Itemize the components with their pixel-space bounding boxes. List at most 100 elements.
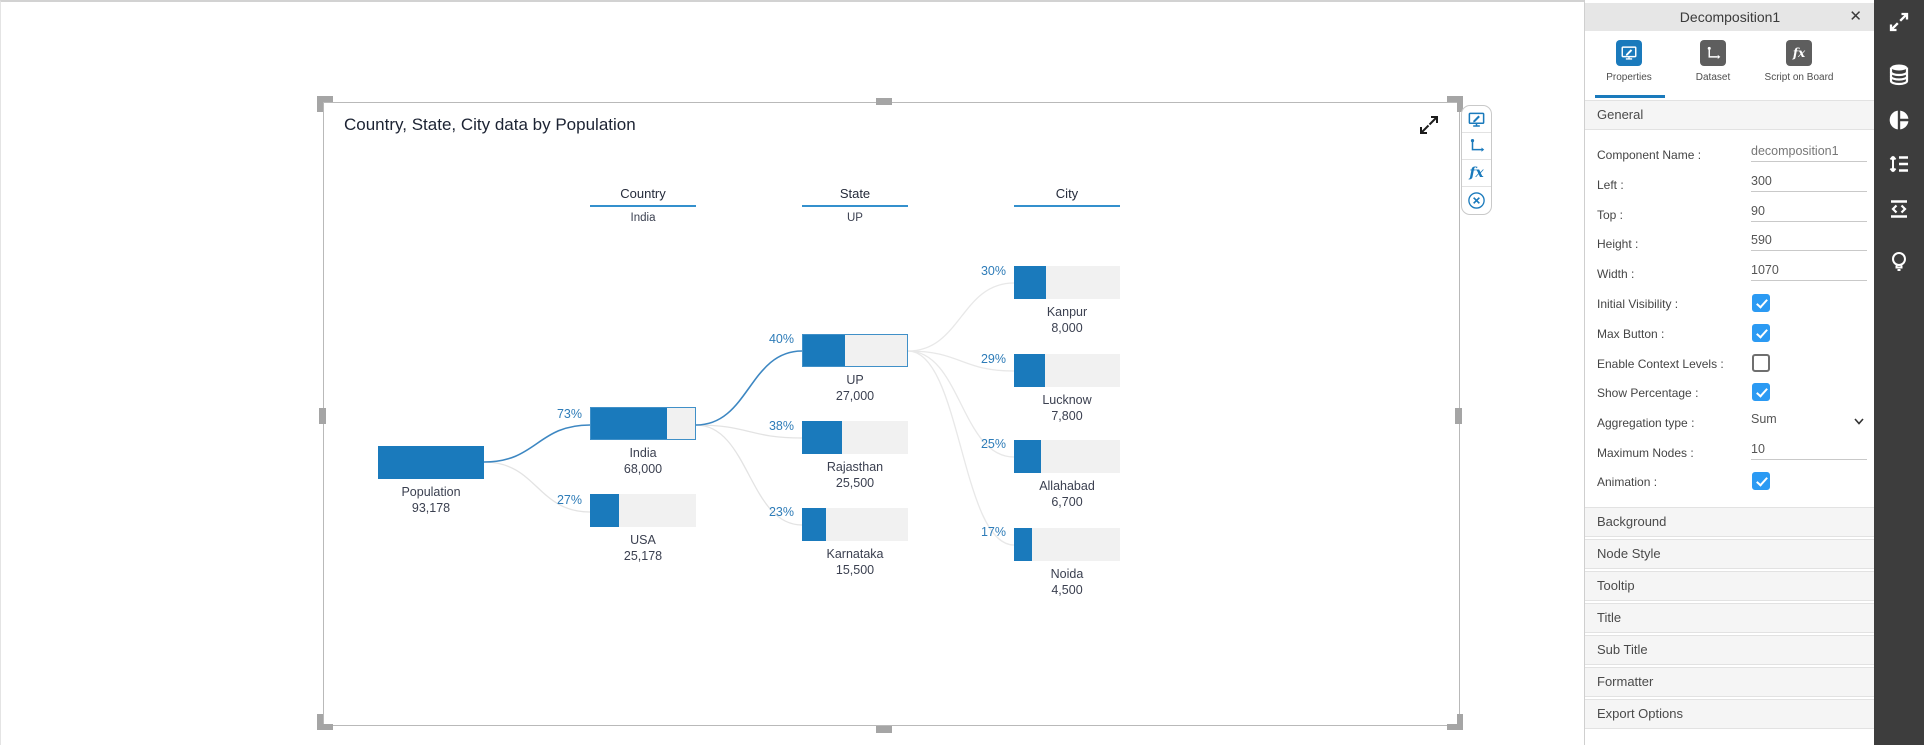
node-value: 8,000 <box>1051 321 1083 335</box>
pct-label-allahabad: 25% <box>980 437 1006 451</box>
resize-handle-right[interactable] <box>1455 408 1462 424</box>
node-value: 27,000 <box>835 389 875 403</box>
animation-checkbox[interactable] <box>1752 472 1770 490</box>
remove-component-icon[interactable] <box>1462 187 1491 214</box>
section-background[interactable]: Background <box>1585 507 1875 537</box>
tree-node-noida[interactable]: Noida 4,500 <box>1014 528 1120 598</box>
node-bar[interactable] <box>378 446 484 479</box>
resize-handle-bottom-right[interactable] <box>1447 714 1463 730</box>
node-name: Lucknow <box>1042 393 1092 407</box>
tree-node-karnataka[interactable]: Karnataka 15,500 <box>802 508 908 578</box>
level-selected-country: India <box>630 212 656 224</box>
node-value: 4,500 <box>1051 583 1083 597</box>
section-formatter[interactable]: Formatter <box>1585 667 1875 697</box>
maximize-icon[interactable] <box>1417 113 1441 137</box>
height-input[interactable]: 590 <box>1751 233 1867 251</box>
node-bar[interactable] <box>1014 266 1120 299</box>
tree-node-lucknow[interactable]: Lucknow 7,800 <box>1014 354 1120 424</box>
tree-node-usa[interactable]: USA 25,178 <box>590 494 696 564</box>
resize-handle-bottom[interactable] <box>876 726 892 733</box>
node-name: USA <box>630 533 656 547</box>
fx-script-icon[interactable]: fx <box>1462 160 1491 187</box>
decomposition-chart-card[interactable]: Country, State, City data by Population … <box>323 102 1460 726</box>
field-top: Top : 90 <box>1585 200 1875 230</box>
tree-node-up[interactable]: UP 27,000 <box>802 334 908 404</box>
chart-title: Country, State, City data by Population <box>344 115 636 134</box>
top-input[interactable]: 90 <box>1751 204 1867 222</box>
show-percentage-checkbox[interactable] <box>1752 383 1770 401</box>
field-component-name: Component Name : decomposition1 <box>1585 140 1875 170</box>
level-underline-country <box>590 205 696 207</box>
pct-label-india: 73% <box>556 407 582 421</box>
chevron-down-icon[interactable] <box>1853 410 1865 437</box>
node-bar[interactable] <box>802 508 908 541</box>
max-button-checkbox[interactable] <box>1752 324 1770 342</box>
section-export-options[interactable]: Export Options <box>1585 699 1875 729</box>
node-value: 25,500 <box>835 476 875 490</box>
properties-panel: Decomposition1 ✕ Properties Dataset fx S… <box>1584 0 1875 745</box>
initial-visibility-checkbox[interactable] <box>1752 294 1770 312</box>
code-board-icon[interactable] <box>1887 197 1911 221</box>
width-input[interactable]: 1070 <box>1751 263 1867 281</box>
tree-node-rajasthan[interactable]: Rajasthan 25,500 <box>802 421 908 491</box>
left-input[interactable]: 300 <box>1751 174 1867 192</box>
section-sub-title[interactable]: Sub Title <box>1585 635 1875 665</box>
node-bar[interactable] <box>590 494 696 527</box>
resize-handle-left[interactable] <box>319 408 326 424</box>
axes-settings-icon[interactable] <box>1462 133 1491 160</box>
line-height-icon[interactable] <box>1887 152 1911 176</box>
enable-context-levels-checkbox[interactable] <box>1752 354 1770 372</box>
pct-label-lucknow: 29% <box>980 352 1006 366</box>
node-value: 6,700 <box>1051 495 1083 509</box>
level-header-city: City <box>1055 186 1079 201</box>
expand-arrows-icon[interactable] <box>1887 10 1911 34</box>
tab-properties[interactable]: Properties <box>1587 40 1671 83</box>
active-tab-underline <box>1595 95 1665 98</box>
pct-label-kanpur: 30% <box>980 264 1006 278</box>
component-name-input[interactable]: decomposition1 <box>1751 144 1867 162</box>
database-icon[interactable] <box>1887 62 1911 86</box>
tab-script-on-board[interactable]: fx Script on Board <box>1751 40 1847 83</box>
component-toolbar: fx <box>1461 105 1492 215</box>
node-bar[interactable] <box>1014 528 1120 561</box>
field-initial-visibility: Initial Visibility : <box>1585 289 1875 319</box>
properties-tab-icon <box>1616 40 1642 66</box>
edit-chart-icon[interactable] <box>1462 106 1491 133</box>
node-name: Karnataka <box>826 547 884 561</box>
section-node-style[interactable]: Node Style <box>1585 539 1875 569</box>
field-height: Height : 590 <box>1585 229 1875 259</box>
field-left: Left : 300 <box>1585 170 1875 200</box>
node-bar[interactable] <box>1014 440 1120 473</box>
node-bar[interactable] <box>802 334 908 367</box>
section-tooltip[interactable]: Tooltip <box>1585 571 1875 601</box>
lightbulb-icon[interactable] <box>1887 250 1911 274</box>
aggregation-type-select[interactable]: Sum <box>1751 412 1777 426</box>
tree-node-india[interactable]: India 68,000 <box>590 407 696 477</box>
field-enable-context-levels: Enable Context Levels : <box>1585 349 1875 379</box>
section-general[interactable]: General <box>1585 100 1875 130</box>
resize-handle-top-left[interactable] <box>317 96 333 112</box>
resize-handle-top-right[interactable] <box>1447 96 1463 112</box>
node-value: 25,178 <box>623 549 663 563</box>
tree-node-population[interactable]: Population 93,178 <box>378 446 484 516</box>
resize-handle-bottom-left[interactable] <box>317 714 333 730</box>
tree-node-kanpur[interactable]: Kanpur 8,000 <box>1014 266 1120 336</box>
tree-node-allahabad[interactable]: Allahabad 6,700 <box>1014 440 1120 510</box>
level-underline-state <box>802 205 908 207</box>
node-bar[interactable] <box>590 407 696 440</box>
node-bar[interactable] <box>1014 354 1120 387</box>
pie-chart-icon[interactable] <box>1887 108 1911 132</box>
section-title[interactable]: Title <box>1585 603 1875 633</box>
field-show-percentage: Show Percentage : <box>1585 378 1875 408</box>
close-icon[interactable]: ✕ <box>1849 8 1862 25</box>
node-bar[interactable] <box>802 421 908 454</box>
resize-handle-top[interactable] <box>876 98 892 105</box>
pct-label-up: 40% <box>768 332 794 346</box>
maximum-nodes-input[interactable]: 10 <box>1751 442 1867 460</box>
node-name: UP <box>846 373 864 387</box>
pct-label-rajasthan: 38% <box>768 419 794 433</box>
design-canvas: Country, State, City data by Population … <box>0 0 1584 745</box>
tab-dataset[interactable]: Dataset <box>1671 40 1755 83</box>
pct-label-noida: 17% <box>980 525 1006 539</box>
